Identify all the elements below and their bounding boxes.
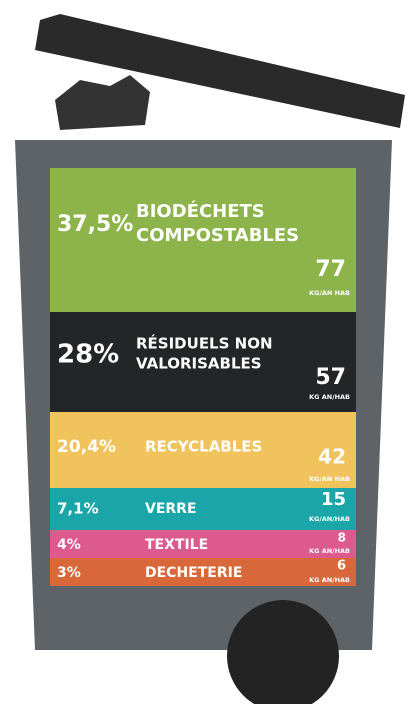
trash-bag — [55, 75, 150, 130]
category-name: RÉSIDUELS NON — [136, 334, 273, 353]
value: 57 — [315, 365, 346, 390]
segment — [50, 312, 356, 412]
lid — [35, 14, 405, 128]
segment — [50, 530, 356, 558]
segment — [50, 488, 356, 530]
category-name: VALORISABLES — [136, 355, 262, 373]
unit: KG AN/HAB — [309, 547, 350, 555]
unit: KG/AN/HAB — [309, 515, 350, 523]
value: 15 — [321, 489, 346, 510]
value: 6 — [337, 559, 346, 574]
percent: 20,4% — [57, 437, 116, 457]
category-name: COMPOSTABLES — [136, 225, 299, 246]
unit: KG AN/HAB — [309, 393, 350, 401]
unit: KG/AN HAB — [309, 289, 350, 297]
category-name: BIODÉCHETS — [136, 200, 265, 222]
category-name: TEXTILE — [145, 537, 208, 553]
percent: 37,5% — [57, 212, 133, 237]
percent: 7,1% — [57, 500, 99, 518]
segment — [50, 558, 356, 586]
category-name: VERRE — [145, 501, 197, 517]
percent: 3% — [57, 565, 81, 581]
segment — [50, 168, 356, 312]
category-name: DECHETERIE — [145, 565, 242, 581]
value: 42 — [318, 445, 346, 469]
value: 77 — [315, 257, 346, 282]
segment — [50, 412, 356, 488]
value: 8 — [338, 531, 346, 545]
percent: 28% — [57, 340, 119, 370]
category-name: RECYCLABLES — [145, 438, 262, 456]
percent: 4% — [57, 537, 81, 553]
wheel — [227, 600, 339, 704]
unit: KG/AN HAB — [309, 475, 350, 483]
unit: KG AN/HAB — [309, 576, 350, 584]
